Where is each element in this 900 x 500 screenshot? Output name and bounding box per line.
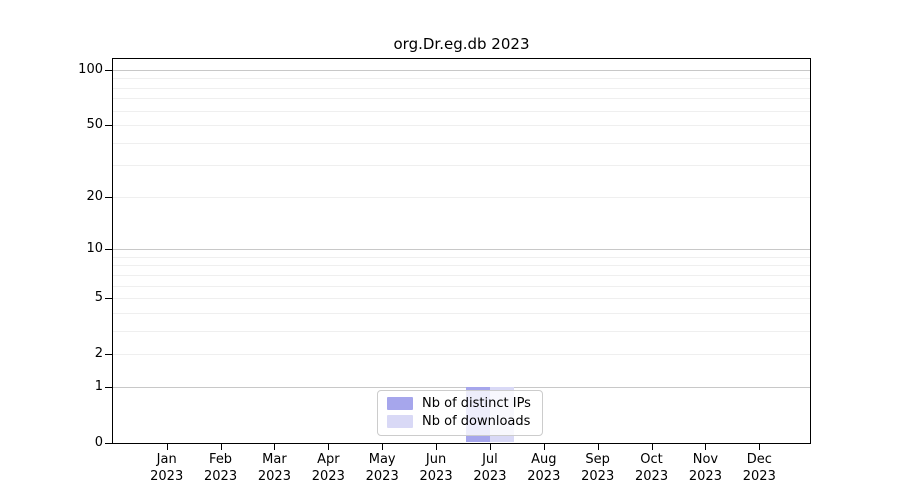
gridline-minor bbox=[113, 265, 810, 267]
legend-label-distinct-ips: Nb of distinct IPs bbox=[422, 396, 531, 411]
gridline-minor bbox=[113, 298, 810, 300]
x-axis-tick bbox=[274, 443, 276, 450]
gridline-minor bbox=[113, 78, 810, 80]
x-axis-tick-label: Jan 2023 bbox=[137, 451, 197, 485]
x-tick-label-month: Apr bbox=[317, 452, 340, 467]
legend-swatch-distinct-ips bbox=[387, 397, 413, 410]
y-axis-tick bbox=[105, 125, 112, 127]
x-axis-tick-label: Oct 2023 bbox=[622, 451, 682, 485]
gridline-major bbox=[113, 249, 810, 251]
x-tick-label-year: 2023 bbox=[419, 469, 453, 484]
x-axis-tick bbox=[705, 443, 707, 450]
y-axis-tick bbox=[105, 196, 112, 198]
x-axis-tick-label: Feb 2023 bbox=[191, 451, 251, 485]
gridline-minor bbox=[113, 312, 810, 314]
x-axis-tick bbox=[436, 443, 438, 450]
y-axis-tick-label: 100 bbox=[78, 62, 103, 77]
gridline-major bbox=[113, 386, 810, 388]
y-axis-tick-label: 5 bbox=[94, 290, 103, 306]
x-axis-tick-label: Aug 2023 bbox=[514, 451, 574, 485]
x-tick-label-year: 2023 bbox=[311, 469, 345, 484]
x-axis-tick-label: Nov 2023 bbox=[675, 451, 735, 485]
x-tick-label-year: 2023 bbox=[635, 469, 669, 484]
x-tick-label-year: 2023 bbox=[150, 469, 184, 484]
gridline-minor bbox=[113, 285, 810, 287]
x-tick-label-month: Dec bbox=[746, 452, 772, 467]
x-axis-tick bbox=[166, 443, 168, 450]
y-axis-tick bbox=[105, 298, 112, 300]
x-tick-label-month: Jan bbox=[156, 452, 177, 467]
x-tick-label-month: Nov bbox=[692, 452, 719, 467]
x-tick-label-month: Sep bbox=[585, 452, 610, 467]
gridline-minor bbox=[113, 256, 810, 258]
chart-title: org.Dr.eg.db 2023 bbox=[393, 35, 530, 53]
x-axis-tick bbox=[220, 443, 222, 450]
x-tick-label-year: 2023 bbox=[527, 469, 561, 484]
y-axis-tick bbox=[105, 249, 112, 251]
x-tick-label-year: 2023 bbox=[257, 469, 291, 484]
gridline-major bbox=[113, 70, 810, 71]
gridline-minor bbox=[113, 165, 810, 167]
gridline-minor bbox=[113, 196, 810, 198]
x-tick-label-month: Mar bbox=[262, 452, 287, 467]
y-axis-tick-label: 1 bbox=[94, 378, 103, 394]
gridline-minor bbox=[113, 274, 810, 276]
x-axis-tick bbox=[543, 443, 545, 450]
gridline-minor bbox=[113, 330, 810, 332]
gridline-minor bbox=[113, 87, 810, 89]
legend-item-distinct-ips: Nb of distinct IPs bbox=[387, 396, 531, 411]
gridline-minor bbox=[113, 142, 810, 144]
y-axis-tick bbox=[105, 386, 112, 388]
x-tick-label-month: Jun bbox=[425, 452, 447, 467]
x-tick-label-month: Oct bbox=[640, 452, 663, 467]
gridline-minor bbox=[113, 354, 810, 356]
x-axis-tick-label: Sep 2023 bbox=[568, 451, 628, 485]
x-axis-tick-label: Mar 2023 bbox=[244, 451, 304, 485]
x-tick-label-year: 2023 bbox=[204, 469, 238, 484]
x-axis-tick-label: Dec 2023 bbox=[729, 451, 789, 485]
x-axis-tick bbox=[489, 443, 491, 450]
x-tick-label-month: Feb bbox=[209, 452, 233, 467]
y-axis-tick-label: 50 bbox=[86, 117, 103, 133]
x-axis-tick bbox=[597, 443, 599, 450]
legend-swatch-downloads bbox=[387, 415, 413, 428]
x-axis-tick bbox=[651, 443, 653, 450]
legend-label-downloads: Nb of downloads bbox=[422, 414, 531, 429]
y-axis-tick bbox=[105, 70, 112, 71]
plot-area bbox=[112, 58, 811, 444]
x-axis-tick bbox=[382, 443, 384, 450]
x-axis-tick-label: Jul 2023 bbox=[460, 451, 520, 485]
x-tick-label-month: Aug bbox=[531, 452, 557, 467]
x-tick-label-year: 2023 bbox=[742, 469, 776, 484]
y-axis-tick-label: 2 bbox=[94, 346, 103, 362]
gridline-minor bbox=[113, 125, 810, 127]
x-axis-tick bbox=[759, 443, 761, 450]
x-tick-label-year: 2023 bbox=[581, 469, 615, 484]
x-axis-tick-label: May 2023 bbox=[352, 451, 412, 485]
y-axis-tick-label: 0 bbox=[94, 435, 103, 450]
x-tick-label-month: May bbox=[368, 452, 396, 467]
x-tick-label-month: Jul bbox=[482, 452, 498, 467]
x-tick-label-year: 2023 bbox=[473, 469, 507, 484]
legend: Nb of distinct IPs Nb of downloads bbox=[377, 390, 543, 436]
x-axis-tick-label: Apr 2023 bbox=[298, 451, 358, 485]
gridline-minor bbox=[113, 110, 810, 112]
legend-item-downloads: Nb of downloads bbox=[387, 414, 531, 429]
y-axis-tick bbox=[105, 443, 112, 444]
x-axis-tick-label: Jun 2023 bbox=[406, 451, 466, 485]
y-axis-tick bbox=[105, 354, 112, 356]
y-axis-tick-label: 10 bbox=[86, 241, 103, 257]
x-tick-label-year: 2023 bbox=[365, 469, 399, 484]
x-axis-tick bbox=[328, 443, 330, 450]
x-tick-label-year: 2023 bbox=[688, 469, 722, 484]
y-axis-tick-label: 20 bbox=[86, 188, 103, 204]
gridline-minor bbox=[113, 98, 810, 100]
